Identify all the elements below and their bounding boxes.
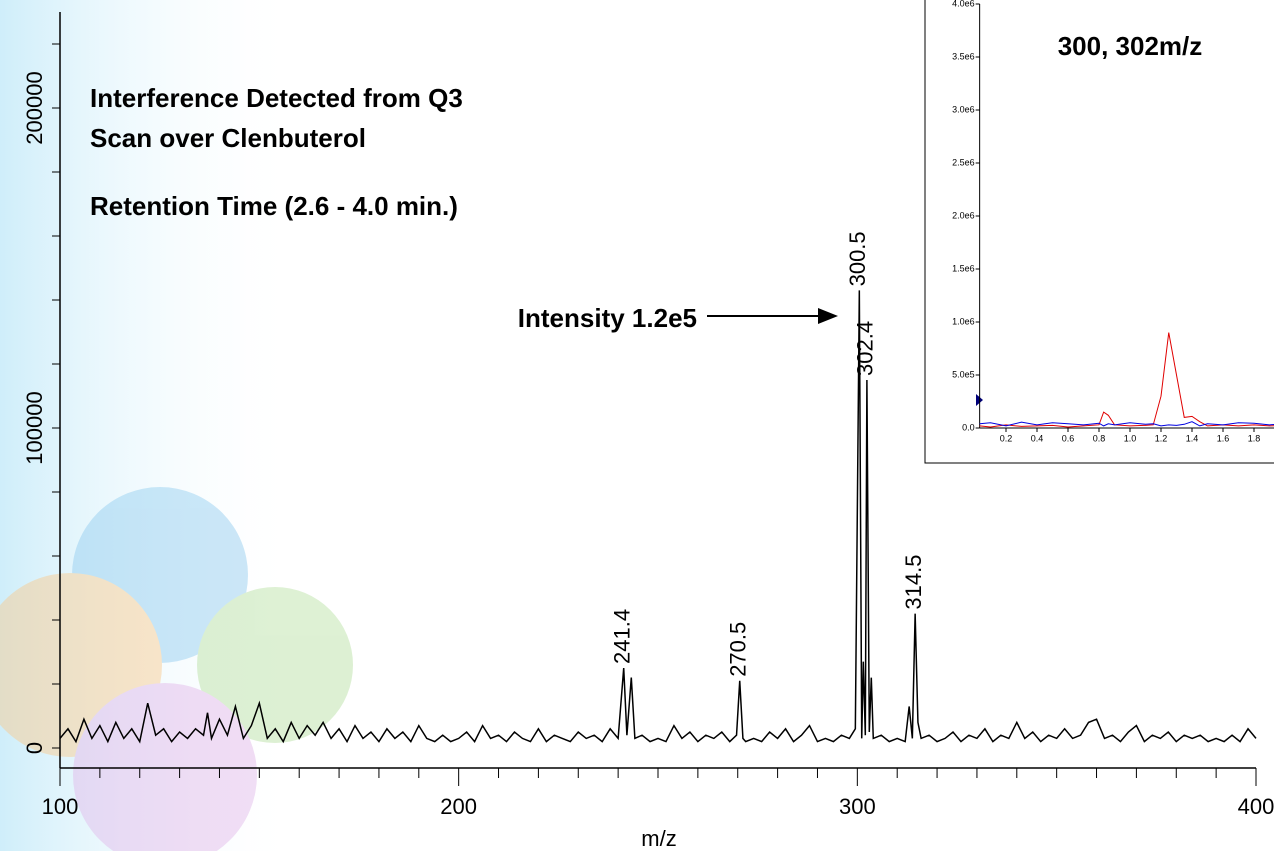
annotation: Interference Detected from Q3 (90, 83, 463, 113)
peak-label: 241.4 (610, 609, 635, 664)
y-tick-label: 1.0e6 (952, 316, 975, 326)
x-tick-label: 100 (42, 794, 79, 819)
annotation: Intensity 1.2e5 (518, 303, 697, 333)
arrow-head (818, 308, 838, 324)
background (0, 0, 300, 851)
annotation: Retention Time (2.6 - 4.0 min.) (90, 191, 458, 221)
data-line (59, 290, 1257, 744)
peak-label: 270.5 (726, 622, 751, 677)
y-tick-label: 0 (22, 742, 47, 754)
inset-frame (924, 0, 1274, 464)
x-tick-label: 300 (839, 794, 876, 819)
y-tick-label: 200000 (22, 71, 47, 144)
data-line (979, 421, 1274, 427)
peak-label: 300.5 (845, 231, 870, 286)
y-tick-label: 2.0e6 (952, 210, 975, 220)
x-tick-label: 1.2 (1155, 433, 1168, 443)
x-tick-label: 0.6 (1062, 433, 1075, 443)
x-tick-label: 400 (1238, 794, 1274, 819)
x-tick-label: 1.6 (1217, 433, 1230, 443)
x-tick-label: 0.8 (1093, 433, 1106, 443)
y-tick-label: 3.5e6 (952, 51, 975, 61)
x-tick-label: 0.4 (1031, 433, 1044, 443)
y-tick-label: 2.5e6 (952, 157, 975, 167)
y-tick-label: 100000 (22, 391, 47, 464)
y-tick-label: 1.5e6 (952, 263, 975, 273)
y-tick-label: 3.0e6 (952, 104, 975, 114)
x-tick-label: 0.2 (1000, 433, 1013, 443)
y-tick-label: 5.0e5 (952, 369, 975, 379)
inset-title: 300, 302m/z (1058, 31, 1203, 61)
x-axis-label: m/z (641, 826, 676, 851)
annotation: Scan over Clenbuterol (90, 123, 366, 153)
y-tick-label: 4.0e6 (952, 0, 975, 8)
x-tick-label: 1.0 (1124, 433, 1137, 443)
x-tick-label: 200 (440, 794, 477, 819)
peak-label: 302.4 (853, 321, 878, 376)
x-tick-label: 1.8 (1248, 433, 1261, 443)
y-tick-label: 0.0 (962, 422, 975, 432)
data-line (979, 332, 1274, 428)
peak-label: 314.5 (901, 555, 926, 610)
x-tick-label: 1.4 (1186, 433, 1199, 443)
background-decoration (0, 487, 353, 851)
